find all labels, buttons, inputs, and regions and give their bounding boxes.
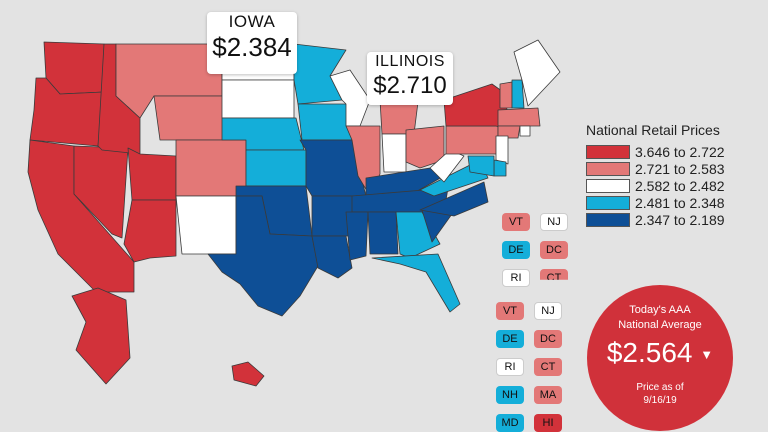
callout-state-price: $2.710 — [373, 72, 447, 99]
chip-de[interactable]: DE — [502, 241, 530, 259]
small-states-panel-overlapped: VT NJ DE DC RI CT — [502, 213, 568, 287]
state-al[interactable] — [367, 211, 399, 255]
national-average-title: Today's AAA National Average — [587, 303, 733, 333]
price-legend: National Retail Prices 3.646 to 2.722 2.… — [586, 122, 766, 229]
state-md[interactable] — [467, 155, 495, 177]
state-nj[interactable] — [495, 135, 509, 165]
state-hi[interactable] — [231, 361, 265, 387]
chip-nh[interactable]: NH — [496, 386, 524, 404]
state-ct[interactable] — [497, 125, 521, 139]
state-wy[interactable] — [153, 95, 225, 141]
state-ks[interactable] — [245, 149, 307, 187]
state-ia[interactable] — [297, 103, 353, 141]
state-de[interactable] — [493, 159, 507, 177]
price-down-arrow-icon: ▼ — [700, 347, 714, 363]
state-mi[interactable] — [379, 99, 419, 135]
state-oh[interactable] — [405, 125, 445, 169]
price-date-line1: Price as of — [636, 382, 684, 393]
legend-label: 2.347 to 2.189 — [635, 212, 725, 228]
chip-ri[interactable]: RI — [496, 358, 524, 376]
price-date-line2: 9/16/19 — [643, 395, 677, 406]
callout-state-name: ILLINOIS — [375, 53, 445, 70]
state-ms[interactable] — [345, 211, 369, 261]
state-nc[interactable] — [419, 181, 489, 217]
legend-row: 2.582 to 2.482 — [586, 178, 766, 194]
small-states-panel: VT NJ DE DC RI CT NH MA MD HI — [496, 302, 562, 432]
state-vt[interactable] — [499, 81, 513, 109]
chip-nj[interactable]: NJ — [540, 213, 568, 231]
chip-hi[interactable]: HI — [534, 414, 562, 432]
callout-state-price: $2.384 — [212, 32, 292, 62]
callout-state-name: IOWA — [228, 12, 276, 31]
chip-ma[interactable]: MA — [534, 386, 562, 404]
legend-label: 3.646 to 2.722 — [635, 144, 725, 160]
chip-md[interactable]: MD — [496, 414, 524, 432]
chip-ri[interactable]: RI — [502, 269, 530, 287]
state-pa[interactable] — [445, 125, 499, 155]
chip-dc[interactable]: DC — [540, 241, 568, 259]
state-ky[interactable] — [365, 167, 445, 197]
legend-swatch — [586, 196, 630, 210]
chip-dc[interactable]: DC — [534, 330, 562, 348]
chip-nj[interactable]: NJ — [534, 302, 562, 320]
legend-row: 2.481 to 2.348 — [586, 195, 766, 211]
state-ut[interactable] — [127, 147, 177, 201]
legend-swatch — [586, 179, 630, 193]
national-average-title-line2: National Average — [618, 319, 702, 331]
state-ga[interactable] — [395, 211, 441, 259]
state-fl[interactable] — [371, 253, 461, 313]
legend-label: 2.582 to 2.482 — [635, 178, 725, 194]
state-tx[interactable] — [207, 195, 319, 317]
state-co[interactable] — [175, 139, 247, 197]
chip-vt[interactable]: VT — [496, 302, 524, 320]
national-average-badge: Today's AAA National Average $2.564 ▼ Pr… — [587, 285, 733, 431]
state-sd[interactable] — [221, 79, 295, 119]
legend-swatch — [586, 213, 630, 227]
iowa-price-callout: IOWA $2.384 — [207, 12, 297, 74]
state-in[interactable] — [381, 133, 407, 173]
state-wv[interactable] — [429, 149, 465, 183]
national-average-price: $2.564 — [606, 337, 693, 368]
chip-ct[interactable]: CT — [540, 269, 568, 280]
national-average-price-row: $2.564 ▼ — [587, 337, 733, 369]
illinois-price-callout: ILLINOIS $2.710 — [367, 52, 453, 105]
legend-row: 3.646 to 2.722 — [586, 144, 766, 160]
legend-swatch — [586, 145, 630, 159]
legend-label: 2.481 to 2.348 — [635, 195, 725, 211]
state-nh[interactable] — [511, 79, 525, 109]
state-ri[interactable] — [519, 125, 531, 137]
state-la[interactable] — [311, 235, 353, 279]
state-az[interactable] — [123, 199, 177, 263]
chip-de[interactable]: DE — [496, 330, 524, 348]
chip-vt[interactable]: VT — [502, 213, 530, 231]
state-me[interactable] — [513, 39, 561, 107]
legend-row: 2.347 to 2.189 — [586, 212, 766, 228]
price-date: Price as of 9/16/19 — [587, 381, 733, 407]
legend-label: 2.721 to 2.583 — [635, 161, 725, 177]
state-ak[interactable] — [71, 287, 131, 385]
chip-ct[interactable]: CT — [534, 358, 562, 376]
state-nm[interactable] — [175, 195, 237, 255]
legend-title: National Retail Prices — [586, 122, 720, 138]
national-average-title-line1: Today's AAA — [629, 304, 691, 316]
state-ma[interactable] — [497, 107, 541, 127]
legend-row: 2.721 to 2.583 — [586, 161, 766, 177]
legend-swatch — [586, 162, 630, 176]
